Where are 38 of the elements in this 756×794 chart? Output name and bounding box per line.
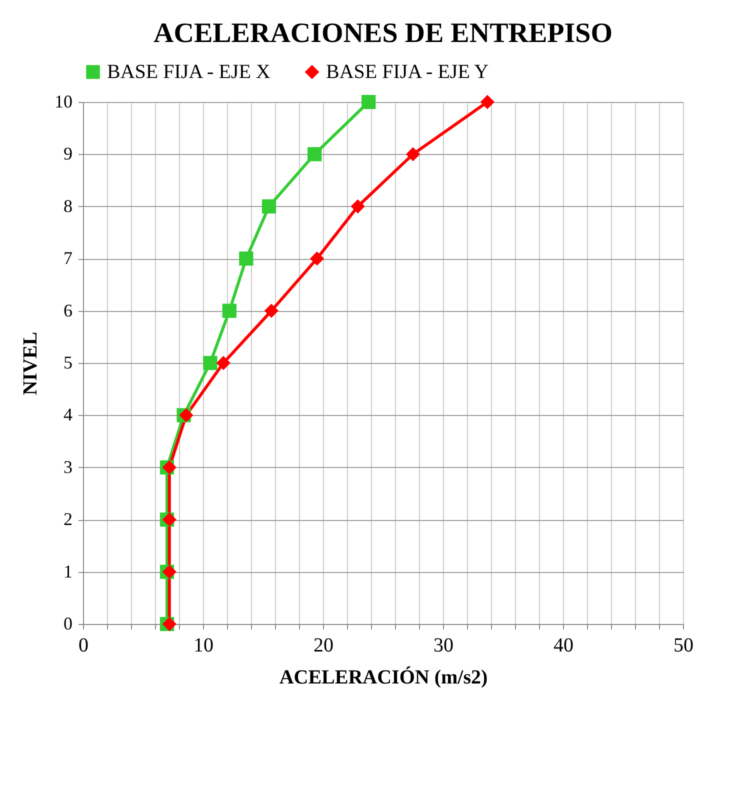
point xyxy=(162,512,176,527)
point xyxy=(362,94,376,110)
point xyxy=(239,252,254,266)
y-tick-label: 7 xyxy=(64,248,72,268)
y-tick-label: 0 xyxy=(64,614,72,634)
x-tick-label: 40 xyxy=(554,634,574,656)
legend-label: BASE FIJA - EJE X xyxy=(107,61,271,83)
y-axis-title: NIVEL xyxy=(20,332,42,396)
x-tick-label: 50 xyxy=(674,634,694,656)
point xyxy=(222,304,236,318)
x-tick-label: 0 xyxy=(78,634,88,656)
x-tick-label: 20 xyxy=(314,634,334,656)
point xyxy=(216,356,230,370)
point xyxy=(162,460,176,474)
point xyxy=(480,94,494,110)
point xyxy=(350,199,365,214)
y-tick-label: 6 xyxy=(64,300,72,320)
y-tick-label: 8 xyxy=(64,196,72,216)
point xyxy=(264,304,278,318)
y-tick-label: 4 xyxy=(64,404,72,425)
x-axis-title: ACELERACIÓN (m/s2) xyxy=(279,666,488,688)
y-tick-label: 5 xyxy=(64,352,72,372)
legend-label: BASE FIJA - EJE Y xyxy=(326,61,489,83)
y-tick-label: 3 xyxy=(64,456,72,477)
y-tick-label: 9 xyxy=(64,144,72,164)
x-tick-label: 30 xyxy=(434,634,454,656)
y-tick-label: 1 xyxy=(64,561,72,582)
point xyxy=(308,147,322,162)
y-tick-label: 10 xyxy=(54,92,72,112)
y-tick-label: 2 xyxy=(64,509,72,530)
point xyxy=(262,199,276,214)
x-tick-label: 10 xyxy=(194,634,214,656)
point xyxy=(179,408,194,422)
chart-title: ACELERACIONES DE ENTREPISO xyxy=(154,18,612,49)
point xyxy=(406,147,420,162)
point xyxy=(310,252,324,266)
point xyxy=(203,356,218,370)
point xyxy=(162,564,176,579)
